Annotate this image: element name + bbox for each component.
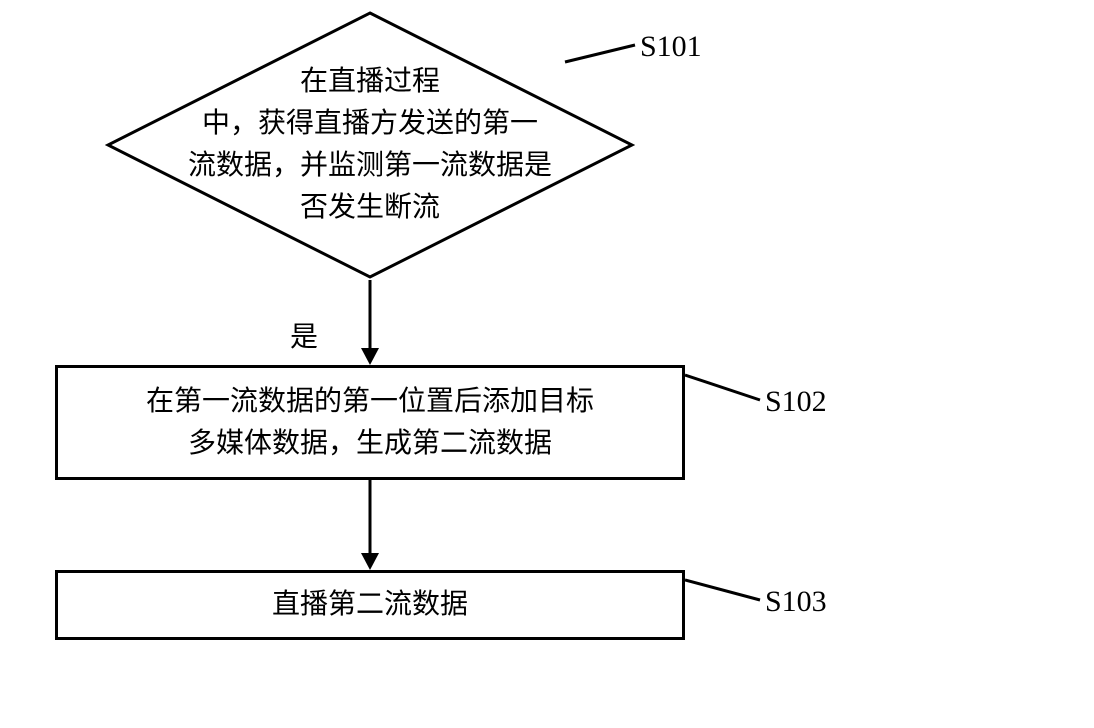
s101-line3: 流数据，并监测第一流数据是 xyxy=(188,150,552,181)
callout-line-s101 xyxy=(560,30,640,70)
s102-text-container: 在第一流数据的第一位置后添加目标 多媒体数据，生成第二流数据 xyxy=(146,381,594,465)
s101-line4: 否发生断流 xyxy=(300,192,440,223)
s101-line2: 中，获得直播方发送的第一 xyxy=(202,108,538,139)
s102-line1: 在第一流数据的第一位置后添加目标 xyxy=(146,386,594,417)
process-node-s103: 直播第二流数据 xyxy=(55,570,685,640)
callout-line-s103 xyxy=(685,575,765,610)
arrow-s102-to-s103 xyxy=(355,480,385,573)
decision-node-s101: 在直播过程 中，获得直播方发送的第一 流数据，并监测第一流数据是 否发生断流 xyxy=(105,10,635,280)
step-label-s103: S103 xyxy=(765,585,827,619)
process-node-s102: 在第一流数据的第一位置后添加目标 多媒体数据，生成第二流数据 xyxy=(55,365,685,480)
s102-line2: 多媒体数据，生成第二流数据 xyxy=(188,428,552,459)
callout-line-s102 xyxy=(685,370,765,410)
s103-text: 直播第二流数据 xyxy=(272,584,468,626)
flowchart-container: 在直播过程 中，获得直播方发送的第一 流数据，并监测第一流数据是 否发生断流 S… xyxy=(0,0,1094,728)
step-label-s102: S102 xyxy=(765,385,827,419)
arrow-s101-to-s102 xyxy=(355,280,385,368)
decision-node-text: 在直播过程 中，获得直播方发送的第一 流数据，并监测第一流数据是 否发生断流 xyxy=(132,61,609,229)
edge-label-yes: 是 xyxy=(290,315,318,355)
step-label-s101: S101 xyxy=(640,30,702,64)
s101-line1: 在直播过程 xyxy=(300,66,440,97)
